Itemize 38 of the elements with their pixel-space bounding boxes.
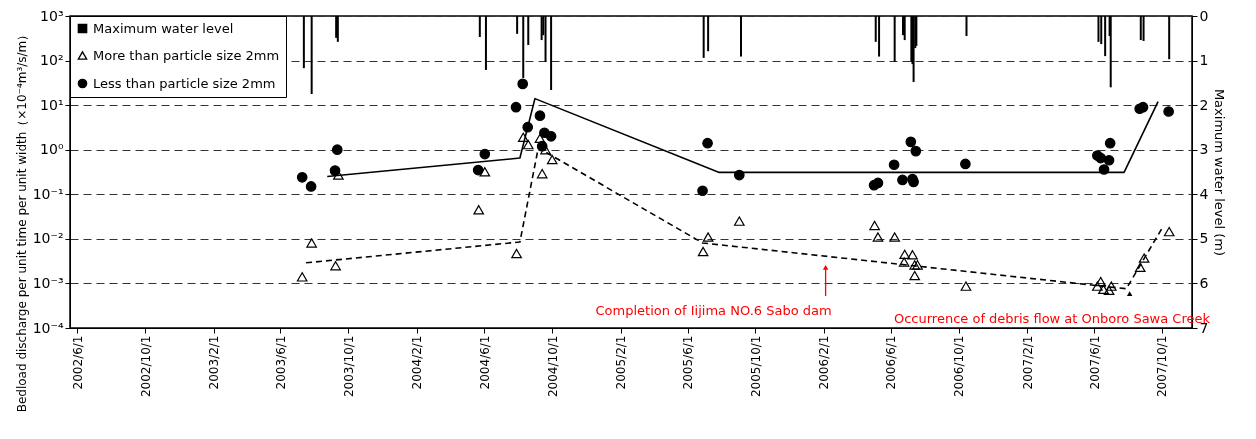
y2-tick-label: 2 [1199,96,1209,113]
x-tick-label: 2002/6/1 [70,335,85,390]
x-tick-label: 2005/10/1 [748,335,763,398]
x-tick-label: 2007/6/1 [1087,335,1102,390]
y-tick-label: 10⁻³ [32,274,64,291]
x-tick-label: 2004/2/1 [410,335,425,390]
x-tick-label: 2002/10/1 [138,335,153,398]
y2-tick-label: 5 [1199,230,1209,247]
y-tick-label: 10³ [40,7,64,24]
y-tick-label: 10⁻² [32,230,64,247]
x-tick-label: 2003/10/1 [341,335,356,398]
y2-axis-title: Maximum water level (m) [1212,88,1228,257]
y-tick-label: 10⁻¹ [32,185,64,202]
x-tick-label: 2007/2/1 [1020,335,1035,390]
y2-tick-label: 4 [1199,185,1209,202]
x-tick-label: 2006/2/1 [817,335,832,390]
annotation: Completion of Iijima NO.6 Sabo dam [595,303,832,318]
y2-tick-label: 0 [1199,7,1209,24]
x-tick-label: 2005/6/1 [681,335,696,390]
y2-tick-label: 1 [1199,52,1209,69]
x-tick-label: 2006/10/1 [952,335,967,398]
y-tick-label: 10⁻⁴ [32,319,64,336]
y-tick-label: 10¹ [40,96,64,113]
legend-label: Maximum water level [93,20,234,36]
x-tick-label: 2003/6/1 [273,335,288,390]
x-tick-label: 2005/2/1 [614,335,629,390]
x-tick-label: 2004/10/1 [545,335,560,398]
x-tick-label: 2007/10/1 [1155,335,1170,398]
y2-tick-label: 3 [1199,141,1209,158]
x-tick-label: 2003/2/1 [207,335,222,390]
x-tick-label: 2006/6/1 [884,335,899,390]
y-tick-label: 10² [40,52,64,69]
y-axis-title: Bedload discharge per unit time per unit width（×10⁻⁴m³/s/m） [14,28,29,413]
legend-label: More than particle size 2mm [93,47,280,63]
y-tick-label: 10⁰ [40,141,64,158]
y2-tick-label: 6 [1199,274,1209,291]
x-tick-label: 2004/6/1 [477,335,492,390]
legend-label: Less than particle size 2mm [93,75,276,91]
